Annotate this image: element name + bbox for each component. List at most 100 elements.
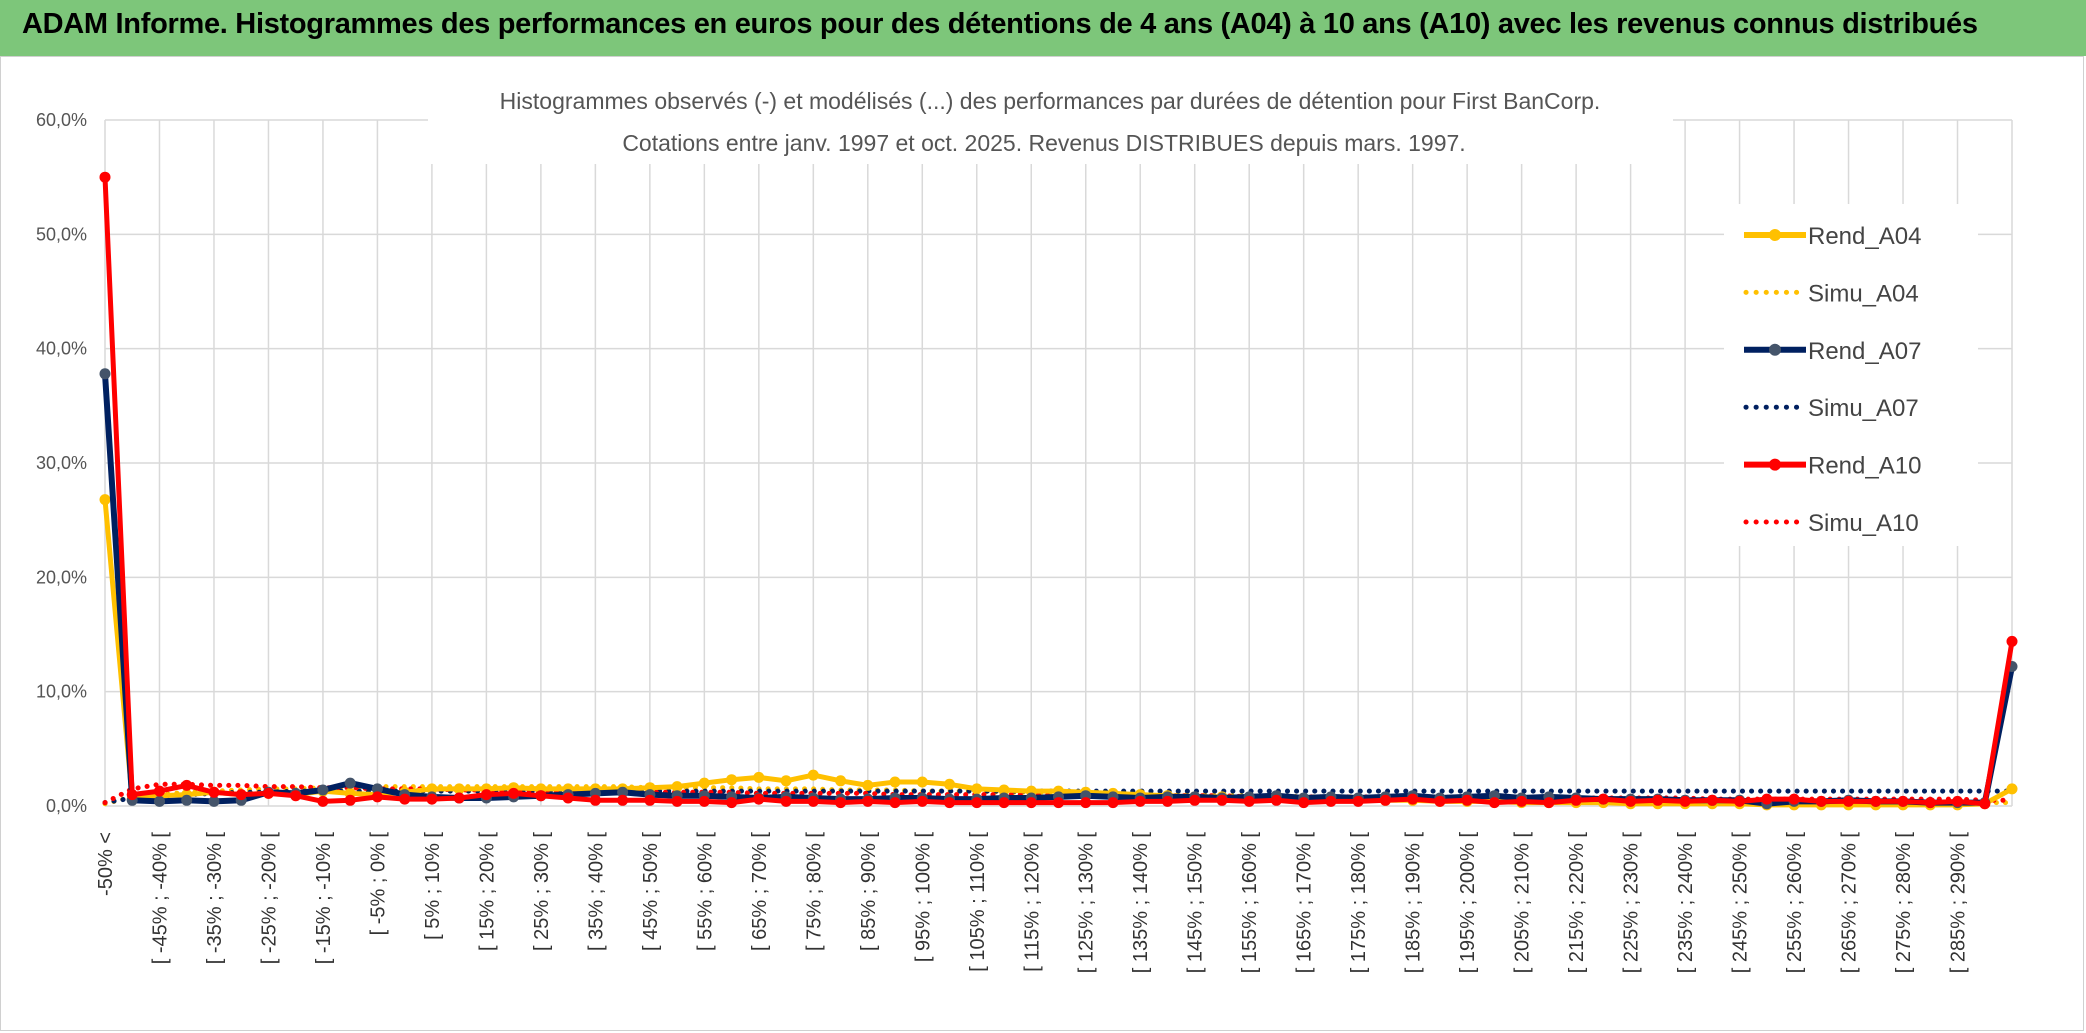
data-point-rend-a07 <box>208 795 220 807</box>
data-point-rend-a10 <box>1734 795 1746 807</box>
data-point-rend-a10 <box>508 787 520 799</box>
report-title: ADAM Informe. Histogrammes des performan… <box>22 8 1978 40</box>
x-tick-label: [ -35% ; -30% [ <box>204 832 226 965</box>
data-point-rend-a07 <box>371 783 383 795</box>
legend-label-simu-a04: Simu_A04 <box>1808 280 1919 307</box>
data-point-rend-a10 <box>1461 794 1473 806</box>
title-background <box>428 78 1673 164</box>
data-point-rend-a10 <box>426 793 438 805</box>
data-point-rend-a10 <box>235 789 247 801</box>
data-point-rend-a10 <box>998 797 1010 809</box>
data-point-rend-a04 <box>671 781 683 793</box>
data-point-rend-a04 <box>944 778 955 790</box>
data-point-rend-a04 <box>698 777 710 789</box>
data-point-rend-a10 <box>1025 797 1037 809</box>
legend-label-rend-a07: Rend_A07 <box>1808 338 1921 365</box>
y-tick-label: 40,0% <box>36 339 87 359</box>
data-point-rend-a10 <box>1652 794 1664 806</box>
y-tick-label: 60,0% <box>36 110 87 130</box>
data-point-rend-a10 <box>1243 795 1255 807</box>
data-point-rend-a10 <box>208 786 220 798</box>
data-point-rend-a10 <box>2006 635 2018 647</box>
data-point-rend-a10 <box>1897 795 1909 807</box>
data-point-rend-a10 <box>399 793 411 805</box>
y-axis-ticks: 0,0% 10,0% 20,0% 30,0% 40,0% 50,0% 60,0% <box>36 110 87 816</box>
data-point-rend-a04 <box>426 783 438 795</box>
data-point-rend-a10 <box>344 794 356 806</box>
data-point-rend-a10 <box>1979 798 1991 810</box>
data-point-rend-a04 <box>453 783 465 795</box>
x-tick-label: [ 125% ; 130% [ <box>1076 832 1098 974</box>
data-point-rend-a04 <box>726 774 738 786</box>
legend-background <box>1724 204 1978 546</box>
data-point-rend-a04 <box>807 769 819 781</box>
x-tick-label: [ -25% ; -20% [ <box>258 832 280 965</box>
data-point-rend-a07 <box>344 777 356 789</box>
x-tick-label: [ 135% ; 140% [ <box>1130 832 1152 974</box>
data-point-rend-a10 <box>862 795 874 807</box>
data-point-rend-a10 <box>916 795 928 807</box>
legend-marker-rend-a10 <box>1769 458 1781 471</box>
data-point-rend-a10 <box>1952 795 1963 807</box>
data-point-rend-a10 <box>562 792 574 804</box>
data-point-rend-a04 <box>862 779 874 791</box>
x-tick-label: [ 175% ; 180% [ <box>1348 832 1370 974</box>
data-point-rend-a10 <box>671 795 683 807</box>
x-tick-label: [ 45% ; 50% [ <box>640 832 662 951</box>
y-tick-label: 50,0% <box>36 224 87 244</box>
data-point-rend-a10 <box>1815 795 1827 807</box>
x-tick-label: [ 65% ; 70% [ <box>749 832 771 951</box>
x-tick-label: [ -5% ; 0% [ <box>367 832 389 936</box>
data-point-rend-a10 <box>1325 795 1337 807</box>
data-point-rend-a10 <box>807 795 819 807</box>
data-point-rend-a04 <box>2006 783 2018 795</box>
x-tick-label: [ 265% ; 270% [ <box>1839 832 1861 974</box>
x-tick-label: [ -15% ; -10% [ <box>313 832 335 965</box>
x-tick-label: [ 5% ; 10% [ <box>422 832 444 940</box>
data-point-rend-a10 <box>1870 795 1882 807</box>
data-point-rend-a10 <box>1134 795 1146 807</box>
x-tick-label: [ 235% ; 240% [ <box>1675 832 1697 974</box>
data-point-rend-a10 <box>1298 797 1310 809</box>
data-point-rend-a10 <box>944 797 955 809</box>
data-point-rend-a10 <box>1080 797 1092 809</box>
x-tick-label: [ 145% ; 150% [ <box>1185 832 1207 974</box>
data-point-rend-a10 <box>589 794 601 806</box>
y-tick-label: 30,0% <box>36 453 87 473</box>
data-point-rend-a10 <box>1706 794 1718 806</box>
data-point-rend-a10 <box>698 795 710 807</box>
data-point-rend-a10 <box>154 785 165 797</box>
data-point-rend-a10 <box>1270 794 1282 806</box>
data-point-rend-a10 <box>126 789 138 801</box>
data-point-rend-a04 <box>998 784 1010 796</box>
data-point-rend-a04 <box>780 775 792 787</box>
data-point-rend-a10 <box>1516 795 1528 807</box>
data-point-rend-a04 <box>835 775 847 787</box>
data-point-rend-a10 <box>1053 797 1064 809</box>
x-tick-label: [ 75% ; 80% [ <box>803 832 825 951</box>
data-point-rend-a10 <box>889 797 901 809</box>
data-point-rend-a10 <box>1189 794 1201 806</box>
data-point-rend-a10 <box>535 790 547 802</box>
legend: Rend_A04 Simu_A04 Rend_A07 Simu_A07 Rend_A10… <box>1724 204 1978 546</box>
data-point-rend-a10 <box>780 795 792 807</box>
data-point-rend-a10 <box>1597 793 1609 805</box>
data-point-rend-a10 <box>1216 794 1228 806</box>
data-point-rend-a10 <box>1488 797 1500 809</box>
data-point-rend-a10 <box>453 792 465 804</box>
x-tick-label: [ 85% ; 90% [ <box>858 832 880 951</box>
data-point-rend-a10 <box>181 779 193 791</box>
data-point-rend-a10 <box>753 793 765 805</box>
x-tick-label: [ 95% ; 100% [ <box>912 832 934 963</box>
chart-frame <box>0 56 2084 1031</box>
x-tick-label: [ 215% ; 220% [ <box>1566 832 1588 974</box>
legend-label-rend-a04: Rend_A04 <box>1808 223 1921 250</box>
data-point-rend-a10 <box>480 789 492 801</box>
x-tick-label: [ 285% ; 290% [ <box>1948 832 1970 974</box>
chart-subtitle: Cotations entre janv. 1997 et oct. 2025.… <box>622 130 1465 156</box>
data-point-rend-a10 <box>1543 797 1555 809</box>
data-point-rend-a04 <box>971 783 983 795</box>
legend-marker-rend-a07 <box>1769 343 1781 356</box>
data-point-rend-a10 <box>1924 797 1936 809</box>
